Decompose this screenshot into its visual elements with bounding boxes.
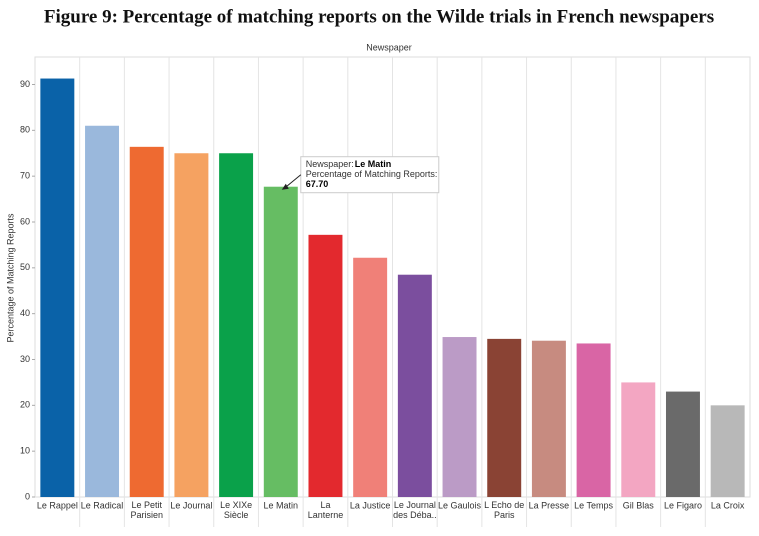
bar bbox=[85, 125, 120, 497]
tooltip-label: Newspaper: bbox=[306, 159, 354, 169]
x-tick-label: L Echo de Paris bbox=[484, 500, 524, 520]
bar bbox=[576, 343, 611, 497]
bar bbox=[621, 382, 656, 497]
tooltip-box bbox=[300, 156, 440, 194]
bar bbox=[263, 186, 298, 498]
bar bbox=[442, 337, 477, 497]
x-tick-label: Le Journal des Déba.. bbox=[393, 500, 437, 520]
x-tick-label: Le Temps bbox=[574, 500, 613, 510]
x-tick-label: La Lanterne bbox=[308, 500, 344, 520]
x-tick-label: Le Matin bbox=[264, 500, 299, 510]
bar bbox=[397, 274, 432, 497]
bar bbox=[174, 153, 209, 497]
y-tick-label: 70 bbox=[20, 171, 30, 181]
chart-title: Figure 9: Percentage of matching reports… bbox=[44, 6, 714, 27]
x-tick-label: Le Rappel bbox=[37, 500, 78, 510]
tooltip-arrowhead bbox=[281, 183, 289, 190]
bar bbox=[129, 146, 164, 498]
bar bbox=[40, 78, 75, 498]
y-tick-label: 10 bbox=[20, 446, 30, 456]
x-tick-label: Le Figaro bbox=[664, 500, 702, 510]
bar bbox=[353, 257, 388, 497]
x-tick-label: Le Gaulois bbox=[438, 500, 482, 510]
tooltip-name: Le Matin bbox=[355, 159, 392, 169]
x-tick-label: Le Petit Parisien bbox=[130, 500, 163, 520]
bar bbox=[665, 391, 700, 497]
bar bbox=[710, 405, 745, 497]
y-tick-label: 0 bbox=[25, 491, 30, 501]
bar bbox=[308, 234, 343, 498]
x-axis-title: Newspaper bbox=[366, 42, 412, 52]
y-axis-title: Percentage of Matching Reports bbox=[5, 213, 15, 343]
tooltip-label: Percentage of Matching Reports: bbox=[306, 169, 438, 179]
x-tick-label: La Justice bbox=[350, 500, 391, 510]
x-tick-label: La Presse bbox=[529, 500, 570, 510]
y-tick-label: 60 bbox=[20, 216, 30, 226]
y-tick-label: 90 bbox=[20, 79, 30, 89]
tooltip-value: 67.70 bbox=[306, 179, 329, 189]
y-tick-label: 50 bbox=[20, 262, 30, 272]
x-tick-label: Le Radical bbox=[81, 500, 124, 510]
y-tick-label: 40 bbox=[20, 308, 30, 318]
bar bbox=[487, 338, 522, 497]
bar bbox=[531, 340, 566, 497]
x-tick-label: La Croix bbox=[711, 500, 745, 510]
x-tick-label: Gil Blas bbox=[623, 500, 655, 510]
y-tick-label: 20 bbox=[20, 400, 30, 410]
y-tick-label: 80 bbox=[20, 125, 30, 135]
x-tick-label: Le Journal bbox=[170, 500, 212, 510]
bar bbox=[219, 153, 254, 497]
x-tick-label: Le XIXe Siècle bbox=[220, 500, 252, 520]
y-tick-label: 30 bbox=[20, 354, 30, 364]
